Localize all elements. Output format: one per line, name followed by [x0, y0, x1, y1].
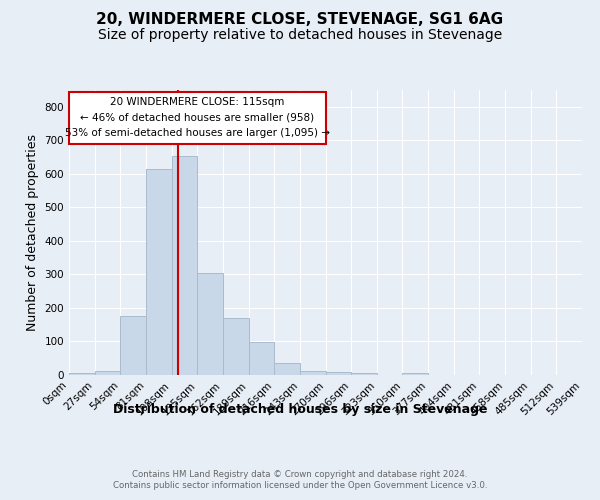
Bar	[69, 92, 325, 144]
Text: 20, WINDERMERE CLOSE, STEVENAGE, SG1 6AG: 20, WINDERMERE CLOSE, STEVENAGE, SG1 6AG	[97, 12, 503, 28]
Bar	[69, 374, 95, 375]
Text: Contains public sector information licensed under the Open Government Licence v3: Contains public sector information licen…	[113, 481, 487, 490]
Text: Size of property relative to detached houses in Stevenage: Size of property relative to detached ho…	[98, 28, 502, 42]
Y-axis label: Number of detached properties: Number of detached properties	[26, 134, 39, 331]
Bar	[172, 156, 197, 375]
Bar	[223, 318, 248, 375]
Bar	[248, 342, 274, 375]
Bar	[95, 371, 121, 375]
Bar	[403, 374, 428, 375]
Bar	[146, 170, 172, 375]
Bar	[197, 272, 223, 375]
Bar	[300, 371, 325, 375]
Bar	[351, 372, 377, 375]
Text: Contains HM Land Registry data © Crown copyright and database right 2024.: Contains HM Land Registry data © Crown c…	[132, 470, 468, 479]
Text: Distribution of detached houses by size in Stevenage: Distribution of detached houses by size …	[113, 402, 487, 415]
Bar	[325, 372, 351, 375]
Bar	[121, 316, 146, 375]
Bar	[274, 362, 300, 375]
Text: 20 WINDERMERE CLOSE: 115sqm
← 46% of detached houses are smaller (958)
53% of se: 20 WINDERMERE CLOSE: 115sqm ← 46% of det…	[65, 97, 330, 138]
